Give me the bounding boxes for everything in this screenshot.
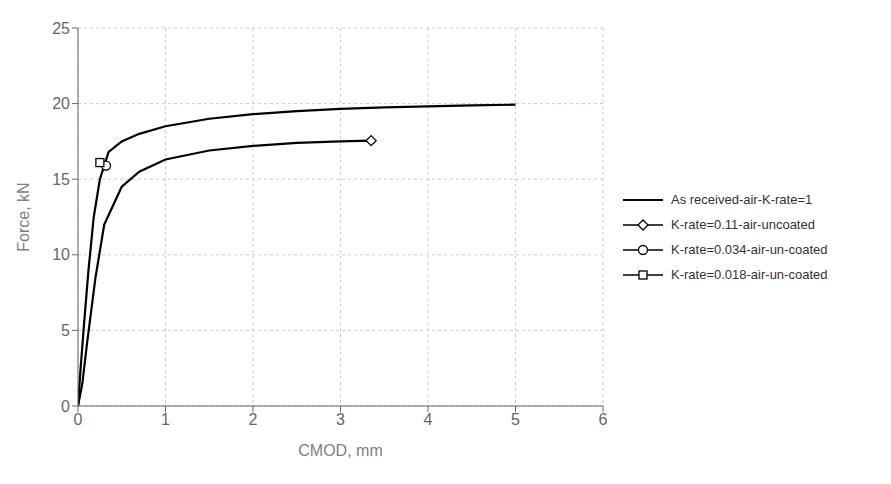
svg-text:Force, kN: Force, kN bbox=[15, 182, 32, 251]
html-text:As received-air-K-rate=1: As received-air-K-rate=1 bbox=[671, 192, 813, 207]
svg-text:20: 20 bbox=[52, 95, 70, 112]
html-text:K-rate=0.018-air-un-coated: K-rate=0.018-air-un-coated bbox=[671, 267, 828, 282]
svg-text:4: 4 bbox=[424, 411, 433, 428]
svg-text:25: 25 bbox=[52, 20, 70, 37]
svg-text:6: 6 bbox=[599, 411, 608, 428]
svg-text:15: 15 bbox=[52, 171, 70, 188]
svg-text:2: 2 bbox=[249, 411, 258, 428]
svg-text:5: 5 bbox=[511, 411, 520, 428]
html-text:K-rate=0.11-air-uncoated: K-rate=0.11-air-uncoated bbox=[671, 217, 815, 232]
html-text:K-rate=0.034-air-un-coated: K-rate=0.034-air-un-coated bbox=[671, 242, 828, 257]
svg-text:0: 0 bbox=[74, 411, 83, 428]
svg-text:5: 5 bbox=[61, 322, 70, 339]
svg-text:CMOD, mm: CMOD, mm bbox=[298, 442, 382, 459]
svg-text:1: 1 bbox=[161, 411, 170, 428]
svg-text:0: 0 bbox=[61, 398, 70, 415]
svg-text:3: 3 bbox=[336, 411, 345, 428]
svg-text:10: 10 bbox=[52, 246, 70, 263]
